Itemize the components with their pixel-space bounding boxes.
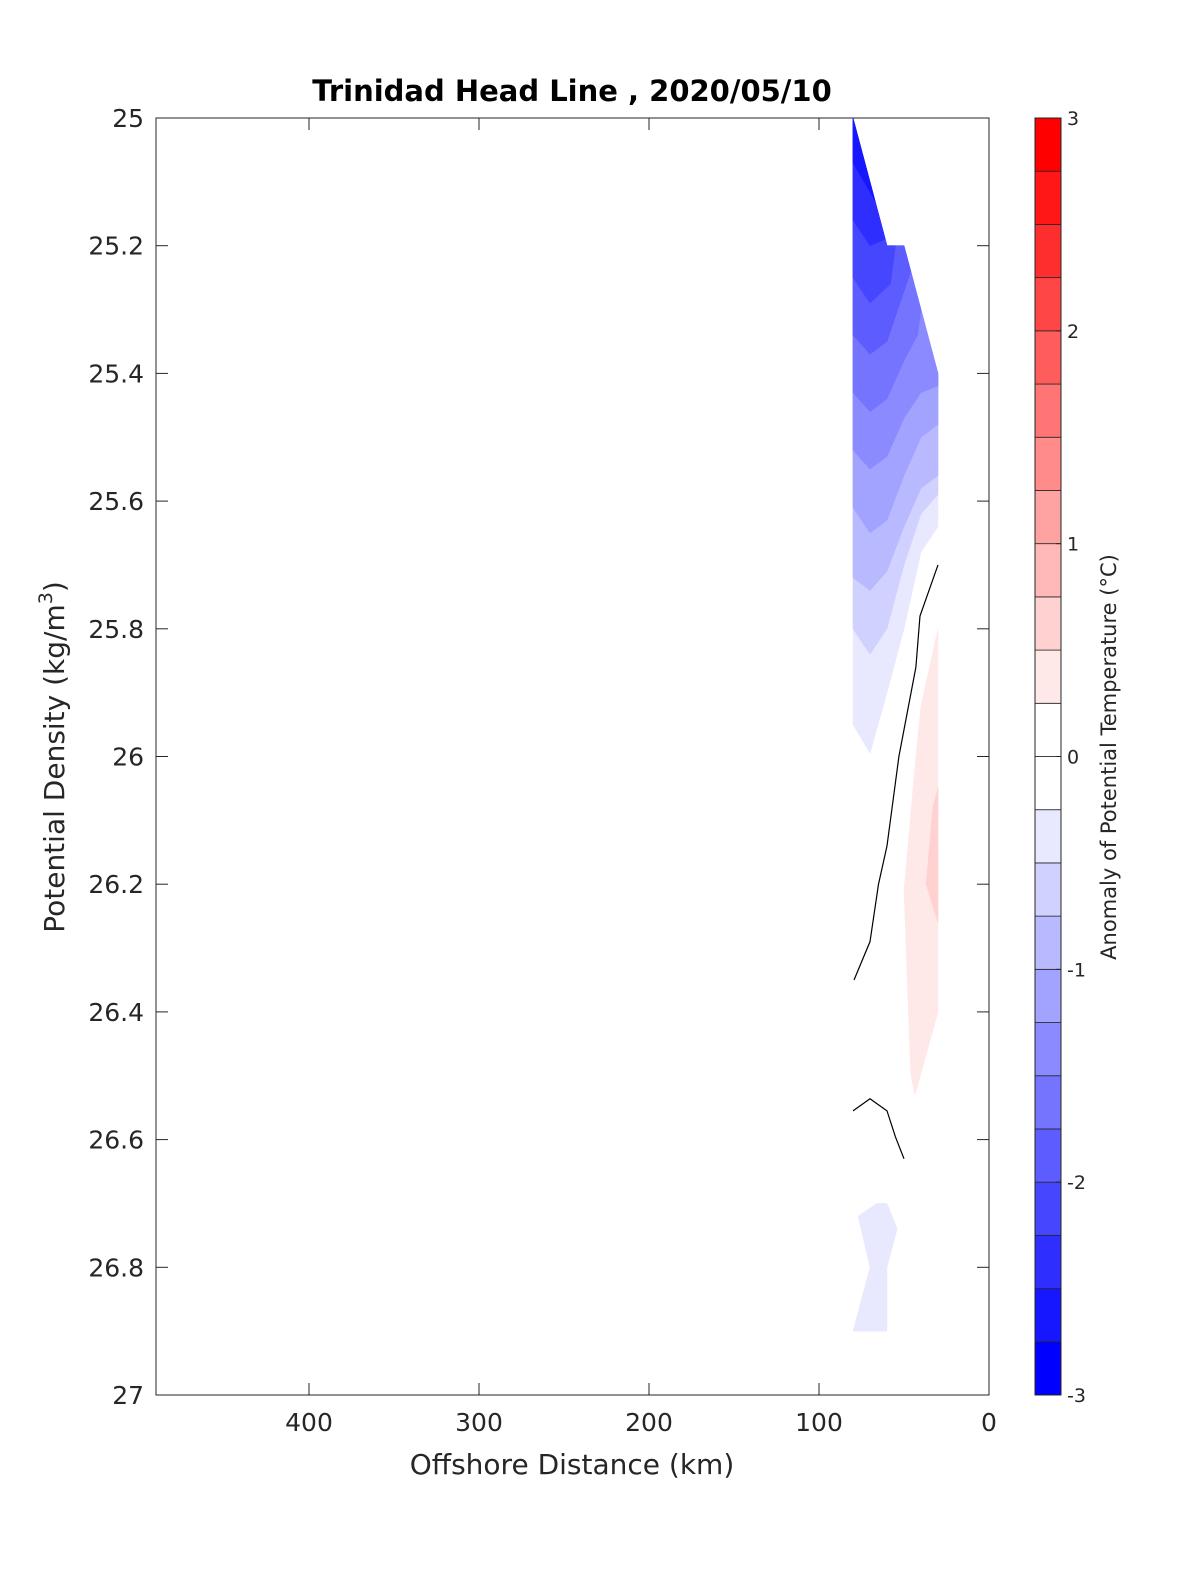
y-axis-label-main: Potential Density (kg/m — [38, 604, 71, 933]
contour-fill-region — [852, 117, 876, 202]
y-tick-label: 25.2 — [88, 232, 144, 261]
colorbar-tick-label: 1 — [1067, 534, 1079, 556]
contour-fill-region — [903, 628, 939, 1095]
colorbar-tick-label: 3 — [1067, 108, 1079, 130]
contour-fill-region — [852, 1203, 898, 1332]
colorbar-band — [1034, 490, 1062, 545]
y-tick-label: 26.8 — [88, 1253, 144, 1282]
colorbar-tick-label: 2 — [1067, 321, 1079, 343]
colorbar-band — [1034, 224, 1062, 279]
x-tick-label: 400 — [285, 1408, 333, 1437]
y-tick-label: 26.4 — [88, 998, 144, 1027]
x-tick-label: 100 — [795, 1408, 843, 1437]
colorbar: -3 -2 -1 0 1 2 3 — [1034, 108, 1086, 1407]
colorbar-band — [1034, 862, 1062, 917]
colorbar-band — [1034, 1128, 1062, 1183]
colorbar-band — [1034, 1341, 1062, 1396]
colorbar-band — [1034, 702, 1062, 757]
y-axis-label: Potential Density (kg/m3) — [35, 581, 71, 933]
plot-area: 400 300 200 100 0 25 25.2 25.4 25.6 25.8 26 26.2 26.… — [88, 104, 997, 1437]
colorbar-band — [1034, 543, 1062, 598]
zero-contour-line — [853, 564, 939, 981]
colorbar-band — [1034, 383, 1062, 438]
colorbar-label: Anomaly of Potential Temperature (°C) — [1097, 554, 1121, 960]
colorbar-band — [1034, 809, 1062, 864]
y-axis-label-close: ) — [38, 581, 71, 592]
colorbar-band — [1034, 330, 1062, 385]
colorbar-tick-label: 0 — [1067, 747, 1079, 769]
y-tick-label: 25.6 — [88, 487, 144, 516]
colorbar-band — [1034, 436, 1062, 491]
colorbar-tick-label: -2 — [1067, 1172, 1086, 1194]
plot-background — [156, 118, 989, 1395]
chart-title: Trinidad Head Line , 2020/05/10 — [312, 74, 832, 108]
y-tick-label: 25.4 — [88, 359, 144, 388]
y-tick-label: 27 — [112, 1381, 144, 1410]
y-tick-label: 26.2 — [88, 870, 144, 899]
colorbar-band — [1034, 277, 1062, 332]
colorbar-band — [1034, 915, 1062, 970]
zero-contour-line — [852, 1097, 905, 1159]
colorbar-band — [1034, 1288, 1062, 1343]
colorbar-band — [1034, 649, 1062, 704]
colorbar-band — [1034, 1181, 1062, 1236]
y-tick-label: 25 — [112, 104, 144, 133]
colorbar-band — [1034, 1234, 1062, 1289]
colorbar-band — [1034, 1022, 1062, 1077]
colorbar-band — [1034, 117, 1062, 172]
x-axis-label: Offshore Distance (km) — [410, 1448, 735, 1481]
y-tick-label: 26.6 — [88, 1126, 144, 1155]
x-tick-label: 0 — [981, 1408, 997, 1437]
colorbar-tick-label: -1 — [1067, 959, 1086, 981]
colorbar-band — [1034, 170, 1062, 225]
colorbar-band — [1034, 968, 1062, 1023]
y-tick-label: 25.8 — [88, 615, 144, 644]
y-axis-label-superscript: 3 — [35, 592, 57, 604]
colorbar-band — [1034, 756, 1062, 811]
colorbar-band — [1034, 596, 1062, 651]
colorbar-band — [1034, 1075, 1062, 1130]
x-tick-label: 200 — [625, 1408, 673, 1437]
y-tick-label: 26 — [112, 743, 144, 772]
contour-fill-region — [925, 788, 939, 923]
x-tick-label: 300 — [455, 1408, 503, 1437]
colorbar-tick-label: -3 — [1067, 1385, 1086, 1407]
